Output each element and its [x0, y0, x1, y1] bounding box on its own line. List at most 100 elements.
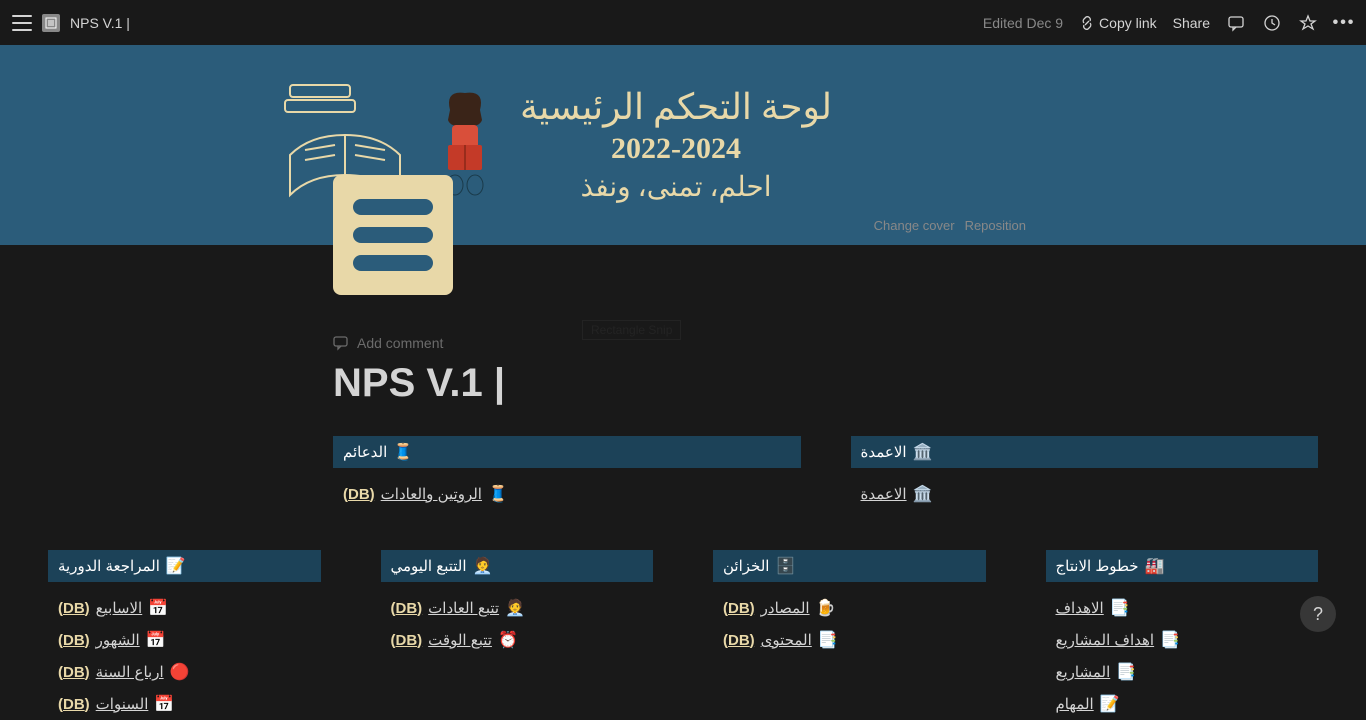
item-label: ارباع السنة	[96, 663, 164, 681]
item-label: المحتوى	[761, 631, 812, 649]
item-emoji: 📝	[1100, 694, 1120, 714]
list-item[interactable]: 🧑‍💼تتبع العادات (DB)	[381, 592, 654, 624]
header-emoji: 🗄️	[775, 556, 795, 576]
item-emoji: 🍺	[816, 598, 836, 618]
breadcrumb[interactable]: NPS V.1 |	[70, 15, 130, 31]
list-item[interactable]: 🧵 الروتين والعادات (DB)	[333, 478, 801, 510]
list-item[interactable]: 📅 الشهور (DB)	[48, 624, 321, 656]
add-comment-button[interactable]: Add comment	[333, 335, 1318, 351]
share-button[interactable]: Share	[1173, 15, 1210, 31]
comment-icon[interactable]	[1226, 13, 1246, 33]
item-emoji: 🏛️	[913, 484, 933, 504]
help-button[interactable]: ?	[1300, 596, 1336, 632]
item-emoji: 🔴	[170, 662, 190, 682]
item-label: تتبع الوقت	[428, 631, 492, 649]
header-title: الاعمدة	[861, 443, 907, 461]
item-label: الشهور	[96, 631, 140, 649]
item-label: الاعمدة	[861, 485, 907, 503]
item-emoji: 📑	[1110, 598, 1130, 618]
item-label: السنوات	[96, 695, 149, 713]
item-emoji: 📅	[146, 630, 166, 650]
cover-sub: احلم، تمنى، ونفذ	[520, 170, 832, 204]
item-label: الروتين والعادات	[381, 485, 482, 503]
db-suffix: (DB)	[58, 664, 90, 681]
item-emoji: ⏰	[498, 630, 518, 650]
header-title: خطوط الانتاج	[1056, 557, 1139, 575]
item-emoji: 📑	[1116, 662, 1136, 682]
list-item[interactable]: 📑 المحتوى (DB)	[713, 624, 986, 656]
list-item[interactable]: 🍺 المصادر (DB)	[713, 592, 986, 624]
header-title: الدعائم	[343, 443, 387, 461]
db-suffix: (DB)	[58, 696, 90, 713]
list-item[interactable]: 📝 المهام	[1046, 688, 1319, 720]
list-item[interactable]: 📅السنوات (DB)	[48, 688, 321, 720]
change-cover-button[interactable]: Change cover	[874, 218, 955, 233]
cover: لوحة التحكم الرئيسية 2022-2024 احلم، تمن…	[0, 45, 1366, 245]
db-suffix: (DB)	[58, 600, 90, 617]
page-title[interactable]: NPS V.1 |	[333, 361, 1318, 406]
column: 📝المراجعة الدورية📅الاسابيع (DB)📅الشهور (…	[48, 550, 321, 720]
header-title: التتبع اليومي	[391, 557, 467, 575]
list-item[interactable]: ⏰ تتبع الوقت (DB)	[381, 624, 654, 656]
db-suffix: (DB)	[343, 486, 375, 503]
item-emoji: 📅	[148, 598, 168, 618]
row2: 📝المراجعة الدورية📅الاسابيع (DB)📅الشهور (…	[48, 550, 1318, 720]
db-suffix: (DB)	[723, 632, 755, 649]
page-icon-small[interactable]	[42, 14, 60, 32]
cover-text: لوحة التحكم الرئيسية 2022-2024 احلم، تمن…	[520, 86, 832, 204]
top-bar: NPS V.1 | Edited Dec 9 Copy link Share •…	[0, 0, 1366, 45]
list-item[interactable]: 📑 الاهداف	[1046, 592, 1319, 624]
top-right: Edited Dec 9 Copy link Share •••	[983, 13, 1354, 33]
header-emoji: 🧑‍💼	[473, 556, 493, 576]
hamburger-icon[interactable]	[12, 15, 32, 31]
item-label: المهام	[1056, 695, 1094, 713]
item-label: تتبع العادات	[428, 599, 499, 617]
item-label: الاسابيع	[96, 599, 143, 617]
list-item[interactable]: 📑 المشاريع	[1046, 656, 1319, 688]
clock-icon[interactable]	[1262, 13, 1282, 33]
copy-link-button[interactable]: Copy link	[1079, 15, 1157, 31]
rectangle-snip-label: Rectangle Snip	[582, 320, 681, 340]
item-label: المصادر	[761, 599, 810, 617]
db-suffix: (DB)	[391, 632, 423, 649]
item-label: اهداف المشاريع	[1056, 631, 1155, 649]
item-emoji: 🧵	[488, 484, 508, 504]
item-label: الاهداف	[1056, 599, 1104, 617]
row1: 🧵الدعائم🧵الروتين والعادات (DB)🏛️الاعمدة🏛…	[333, 436, 1318, 510]
item-emoji: 📑	[818, 630, 838, 650]
more-icon[interactable]: •••	[1334, 13, 1354, 33]
column: 🗄️ الخزائن 🍺 المصادر (DB) 📑 المحتوى (DB)	[713, 550, 986, 720]
column: 🧑‍💼 التتبع اليومي 🧑‍💼تتبع العادات (DB) ⏰ تتب…	[381, 550, 654, 720]
page-icon-big[interactable]	[333, 175, 453, 295]
header-emoji: 🧵	[393, 442, 413, 462]
column-header[interactable]: 🏛️الاعمدة	[851, 436, 1319, 468]
column: 🧵 الدعائم 🧵 الروتين والعادات (DB)	[333, 436, 801, 510]
item-label: المشاريع	[1056, 663, 1111, 681]
list-item[interactable]: 🔴 ارباع السنة (DB)	[48, 656, 321, 688]
column-header[interactable]: 🗄️ الخزائن	[713, 550, 986, 582]
link-icon	[1079, 15, 1095, 31]
column: 🏛️الاعمدة🏛️الاعمدة	[851, 436, 1319, 510]
header-emoji: 🏭	[1145, 556, 1165, 576]
cover-title: لوحة التحكم الرئيسية	[520, 86, 832, 128]
item-emoji: 📑	[1160, 630, 1180, 650]
db-suffix: (DB)	[723, 600, 755, 617]
column-header[interactable]: 📝المراجعة الدورية	[48, 550, 321, 582]
list-item[interactable]: 📅 الاسابيع (DB)	[48, 592, 321, 624]
header-title: الخزائن	[723, 557, 769, 575]
list-item[interactable]: 🏛️ الاعمدة	[851, 478, 1319, 510]
list-item[interactable]: 📑 اهداف المشاريع	[1046, 624, 1319, 656]
column-header[interactable]: 🧵 الدعائم	[333, 436, 801, 468]
star-icon[interactable]	[1298, 13, 1318, 33]
content: Add comment NPS V.1 | 🧵 الدعائم 🧵 الروتين و…	[0, 245, 1366, 720]
column-header[interactable]: 🏭 خطوط الانتاج	[1046, 550, 1319, 582]
top-left: NPS V.1 |	[12, 14, 130, 32]
column: 🏭 خطوط الانتاج 📑 الاهداف 📑 اهداف المشاريع 📑 الم…	[1046, 550, 1319, 720]
comment-icon	[333, 335, 349, 351]
reposition-button[interactable]: Reposition	[965, 218, 1026, 233]
db-suffix: (DB)	[391, 600, 423, 617]
edited-label: Edited Dec 9	[983, 15, 1063, 31]
db-suffix: (DB)	[58, 632, 90, 649]
header-emoji: 📝	[166, 556, 186, 576]
column-header[interactable]: 🧑‍💼 التتبع اليومي	[381, 550, 654, 582]
